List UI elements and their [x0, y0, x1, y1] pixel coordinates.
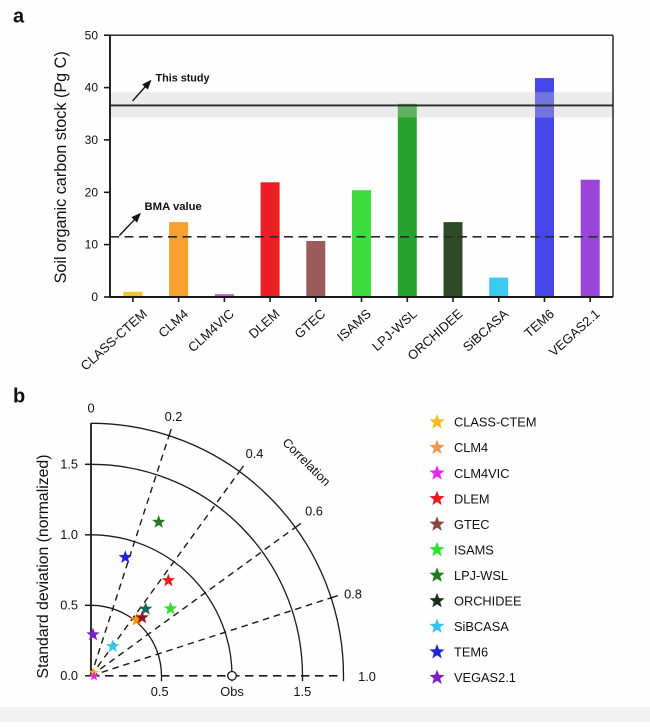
svg-text:1.0: 1.0 [358, 669, 376, 684]
svg-text:10: 10 [85, 238, 99, 252]
svg-text:SiBCASA: SiBCASA [454, 619, 509, 634]
svg-text:CLASS-CTEM: CLASS-CTEM [454, 415, 536, 430]
svg-text:0.6: 0.6 [305, 504, 323, 519]
svg-text:20: 20 [85, 185, 99, 199]
svg-text:a: a [13, 6, 25, 28]
svg-text:0: 0 [87, 401, 94, 416]
svg-text:50: 50 [85, 28, 99, 42]
svg-text:ORCHIDEE: ORCHIDEE [454, 594, 522, 609]
svg-text:0: 0 [91, 290, 98, 304]
svg-text:0.5: 0.5 [151, 684, 169, 699]
svg-text:BMA value: BMA value [145, 201, 202, 213]
svg-text:0.4: 0.4 [246, 446, 264, 461]
svg-text:LPJ-WSL: LPJ-WSL [454, 568, 508, 583]
svg-text:CLM4VIC: CLM4VIC [454, 466, 509, 481]
svg-text:1.5: 1.5 [293, 684, 311, 699]
svg-text:CLM4: CLM4 [454, 440, 488, 455]
svg-text:Standard deviation (normalized: Standard deviation (normalized) [35, 455, 52, 679]
svg-text:DLEM: DLEM [454, 491, 490, 506]
svg-text:1.5: 1.5 [60, 456, 78, 471]
svg-text:1.0: 1.0 [60, 527, 78, 542]
svg-text:0.8: 0.8 [344, 586, 362, 601]
svg-text:Soil organic carbon stock (Pg: Soil organic carbon stock (Pg C) [52, 51, 70, 283]
svg-text:TEM6: TEM6 [454, 645, 488, 660]
svg-text:0.5: 0.5 [60, 597, 78, 612]
svg-text:0.0: 0.0 [60, 668, 78, 683]
svg-text:ISAMS: ISAMS [454, 543, 494, 558]
svg-text:30: 30 [85, 133, 99, 147]
svg-text:40: 40 [85, 81, 99, 95]
svg-text:Obs: Obs [220, 684, 243, 699]
svg-text:VEGAS2.1: VEGAS2.1 [454, 670, 516, 685]
svg-text:0.2: 0.2 [165, 409, 183, 424]
svg-text:GTEC: GTEC [454, 517, 490, 532]
svg-text:b: b [13, 386, 25, 408]
svg-text:This study: This study [156, 73, 210, 85]
